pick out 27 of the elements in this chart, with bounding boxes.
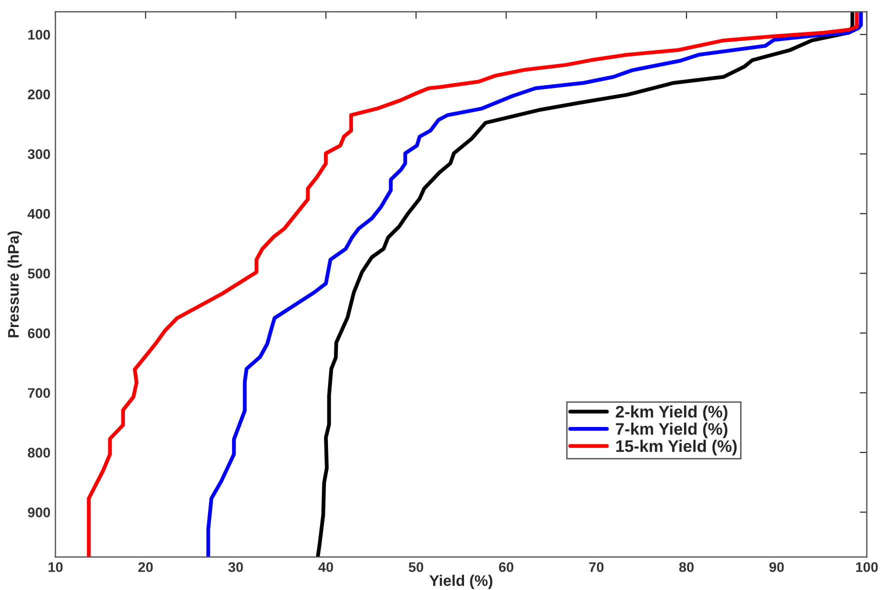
x-tick-label: 20 <box>138 562 153 572</box>
y-tick-label: 500 <box>28 268 50 279</box>
y-tick-label: 700 <box>28 388 50 398</box>
legend-label: 15-km Yield (%) <box>616 440 737 456</box>
x-tick-label: 40 <box>318 562 334 572</box>
x-tick-label: 70 <box>589 562 604 572</box>
x-tick-label: 60 <box>498 562 514 572</box>
x-tick-label: 100 <box>856 562 878 572</box>
line-series <box>86 12 859 557</box>
y-tick-label: 900 <box>28 508 50 518</box>
y-tick-label: 400 <box>28 208 50 219</box>
y-axis-title: Pressure (hPa) <box>8 231 22 338</box>
y-tick-label: 100 <box>28 30 50 40</box>
x-tick-label: 30 <box>228 562 243 572</box>
x-tick-label: 10 <box>48 562 63 572</box>
line-series <box>316 12 854 557</box>
y-tick-label: 600 <box>28 328 50 338</box>
y-tick-label: 200 <box>28 90 50 100</box>
x-tick-label: 90 <box>769 562 784 572</box>
y-tick-label: 300 <box>28 149 50 160</box>
legend-label: 2-km Yield (%) <box>616 405 728 421</box>
x-tick-label: 50 <box>408 562 424 572</box>
line-series <box>206 12 863 557</box>
legend-label: 7-km Yield (%) <box>616 422 728 438</box>
x-tick-label: 80 <box>679 562 694 572</box>
y-tick-label: 800 <box>28 448 50 458</box>
x-axis-title: Yield (%) <box>429 574 492 590</box>
